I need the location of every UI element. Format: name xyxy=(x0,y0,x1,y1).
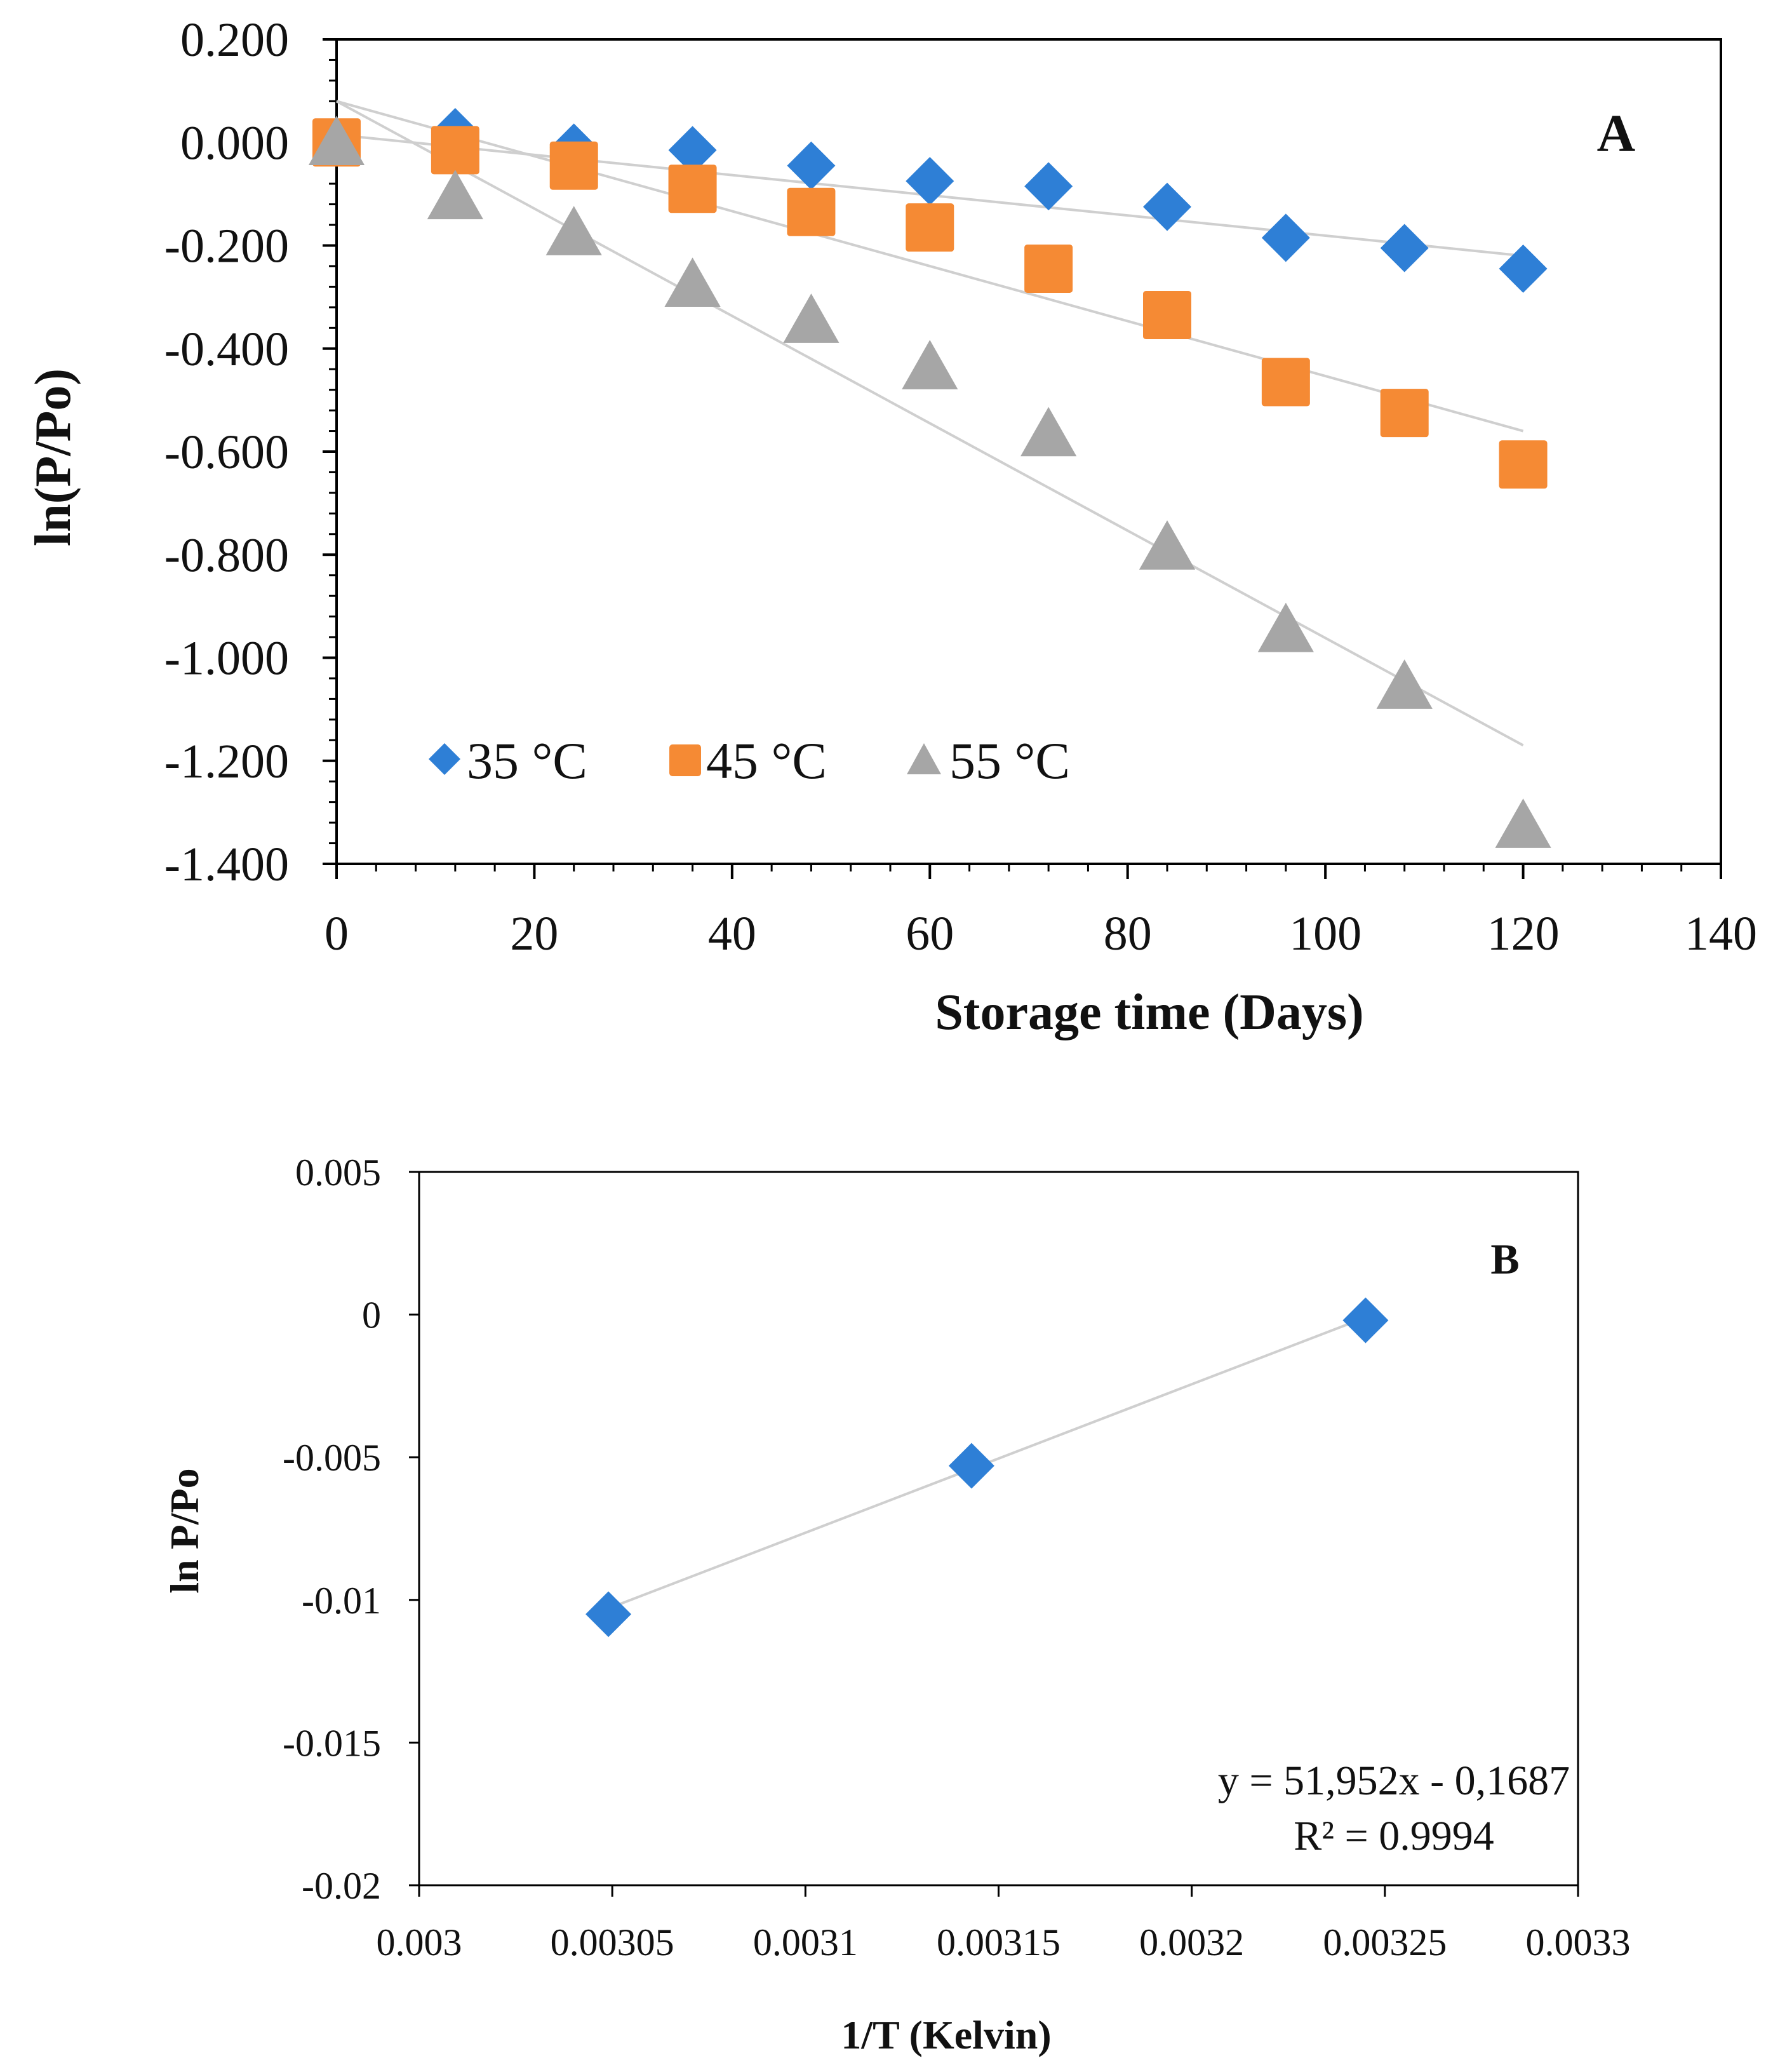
legend-marker-55c xyxy=(907,743,941,774)
chart-b-x-tick-label: 0.0032 xyxy=(1139,1921,1244,1963)
chart-a-y-tick-label: -1.400 xyxy=(164,838,289,891)
chart-b-y-tick-label: -0.01 xyxy=(302,1580,381,1622)
chart-b-point xyxy=(585,1591,632,1638)
chart-a-point-series-0 xyxy=(668,126,717,175)
chart-a-x-tick-label: 60 xyxy=(906,907,954,960)
chart-b-y-tick-label: -0.015 xyxy=(283,1722,381,1764)
chart-a-panel-label: A xyxy=(1597,104,1636,163)
chart-a-y-tick-label: -1.200 xyxy=(164,735,289,788)
chart-a-y-tick-label: 0.000 xyxy=(180,116,289,170)
legend-label-55c: 55 °C xyxy=(949,732,1070,790)
chart-a-point-series-0 xyxy=(906,157,954,206)
chart-a-point-series-1 xyxy=(1380,389,1429,438)
chart-a-point-series-2 xyxy=(783,293,840,343)
chart-b-y-ticks: 0.005 0 -0.005 -0.01 -0.015 -0.02 xyxy=(283,1152,419,1907)
chart-a-point-series-0 xyxy=(1143,182,1191,231)
chart-a-point-series-1 xyxy=(431,126,479,175)
legend-label-45c: 45 °C xyxy=(706,732,827,790)
chart-a-point-series-2 xyxy=(902,340,958,389)
chart-a-y-tick-label: -1.000 xyxy=(164,632,289,685)
chart-a-point-series-2 xyxy=(664,257,721,307)
chart-b-y-axis-title: ln P/Po xyxy=(162,1468,207,1593)
chart-a-point-series-1 xyxy=(1143,291,1191,340)
chart-b-y-tick-label: 0 xyxy=(362,1295,381,1336)
chart-a-y-ticks: 0.200 0.000 -0.200 -0.400 -0.600 -0.800 -1.000… xyxy=(164,13,337,891)
chart-a-trendline-series-1 xyxy=(336,100,1524,433)
chart-a-point-series-1 xyxy=(787,187,836,236)
chart-a-x-tick-label: 140 xyxy=(1685,907,1757,960)
chart-b-x-tick-label: 0.003 xyxy=(377,1921,462,1963)
chart-a-point-series-2 xyxy=(545,206,602,255)
legend-marker-45c xyxy=(669,744,701,776)
chart-b-x-tick-label: 0.00315 xyxy=(937,1921,1060,1963)
chart-b-y-tick-label: -0.02 xyxy=(302,1865,381,1907)
chart-a-point-series-2 xyxy=(308,116,365,165)
chart-a-point-series-1 xyxy=(1261,358,1310,407)
chart-b-x-tick-label: 0.0033 xyxy=(1526,1921,1631,1963)
chart-a-y-tick-label: -0.200 xyxy=(164,220,289,273)
chart-b-x-tick-label: 0.0031 xyxy=(753,1921,858,1963)
chart-a-x-tick-label: 120 xyxy=(1487,907,1560,960)
chart-a-point-series-2 xyxy=(1495,798,1551,848)
chart-a-y-tick-label: -0.800 xyxy=(164,528,289,582)
chart-a-y-tick-label: 0.200 xyxy=(180,13,289,67)
chart-b-equation: y = 51,952x - 0,1687 xyxy=(1218,1758,1570,1804)
chart-a-point-series-2 xyxy=(1257,602,1314,652)
chart-b-r-squared: R² = 0.9994 xyxy=(1294,1813,1494,1859)
chart-a: 0.200 0.000 -0.200 -0.400 -0.600 -0.800 -1.000… xyxy=(25,13,1757,1040)
chart-b-x-ticks: 0.003 0.00305 0.0031 0.00315 0.0032 0.00325 0.… xyxy=(377,1885,1631,1963)
chart-a-point-series-1 xyxy=(1024,245,1073,293)
chart-a-x-tick-label: 80 xyxy=(1104,907,1152,960)
chart-a-point-series-1 xyxy=(668,165,717,213)
chart-b-panel-label: B xyxy=(1490,1235,1519,1283)
chart-a-point-series-2 xyxy=(1376,659,1433,709)
chart-b-y-tick-label: 0.005 xyxy=(295,1152,381,1194)
chart-a-x-tick-label: 100 xyxy=(1289,907,1361,960)
chart-a-data-points xyxy=(308,108,1551,848)
chart-a-x-tick-label: 0 xyxy=(324,907,349,960)
chart-a-point-series-1 xyxy=(1499,440,1548,489)
chart-a-point-series-0 xyxy=(787,141,836,190)
chart-a-point-series-0 xyxy=(1024,162,1073,211)
chart-b-point xyxy=(1342,1297,1389,1343)
chart-a-y-tick-label: -0.600 xyxy=(164,426,289,479)
chart-a-x-axis-title: Storage time (Days) xyxy=(935,985,1363,1040)
chart-b-y-tick-label: -0.005 xyxy=(283,1437,381,1479)
chart-a-x-tick-label: 20 xyxy=(510,907,558,960)
chart-a-point-series-0 xyxy=(1380,224,1429,272)
legend-marker-35c xyxy=(429,743,460,775)
chart-b-x-tick-label: 0.00305 xyxy=(551,1921,674,1963)
chart-b-x-tick-label: 0.00325 xyxy=(1323,1921,1447,1963)
chart-a-point-series-1 xyxy=(549,141,598,190)
chart-a-point-series-1 xyxy=(906,203,954,252)
chart-a-point-series-2 xyxy=(1139,520,1196,570)
chart-a-legend: 35 °C 45 °C 55 °C xyxy=(429,732,1070,790)
chart-b: 0.005 0 -0.005 -0.01 -0.015 -0.02 0.003 0.0030… xyxy=(162,1152,1631,2057)
chart-b-x-axis-title: 1/T (Kelvin) xyxy=(841,2012,1051,2057)
chart-a-y-axis-title: ln(P/Po) xyxy=(25,368,81,546)
chart-a-y-tick-label: -0.400 xyxy=(164,323,289,376)
chart-a-trendline-series-2 xyxy=(336,100,1524,747)
chart-a-x-ticks: 0 20 40 60 80 100 120 140 xyxy=(324,864,1757,960)
chart-a-point-series-0 xyxy=(1261,213,1310,262)
chart-a-point-series-2 xyxy=(1020,407,1077,457)
chart-a-point-series-2 xyxy=(427,170,483,220)
chart-a-x-tick-label: 40 xyxy=(708,907,756,960)
chart-a-point-series-0 xyxy=(1499,245,1548,293)
legend-label-35c: 35 °C xyxy=(467,732,587,790)
chart-b-point xyxy=(948,1443,994,1489)
chart-b-data-points xyxy=(585,1297,1389,1638)
